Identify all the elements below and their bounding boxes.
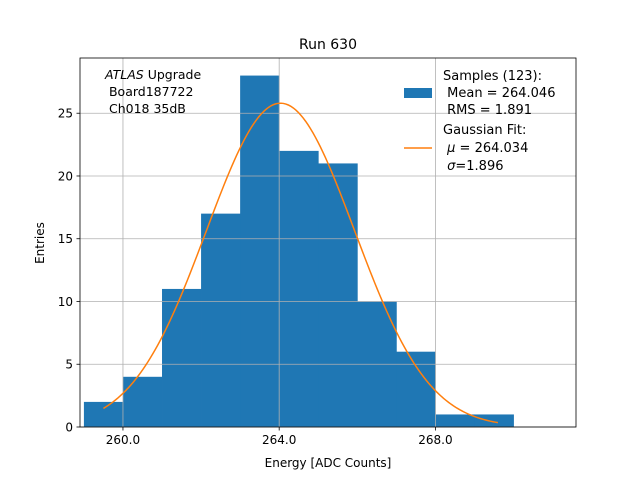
svg-text:ATLAS Upgrade: ATLAS Upgrade xyxy=(104,67,201,82)
x-axis-ticks: 260.0 264.0 268.0 xyxy=(106,427,453,447)
legend-hist-line2: Mean = 264.046 xyxy=(443,86,555,101)
histogram-bar-3 xyxy=(201,213,241,427)
legend-hist-patch xyxy=(404,88,432,98)
histogram-bar-5 xyxy=(279,150,319,427)
y-tick-label-2: 10 xyxy=(58,295,73,309)
y-tick-label-1: 5 xyxy=(65,358,73,372)
legend-fit-sigma: σ=1.896 xyxy=(443,159,504,174)
annotation-channel: Ch018 35dB xyxy=(105,101,186,116)
gaussian-fit-curve xyxy=(103,102,499,424)
histogram-bar-9 xyxy=(435,414,475,427)
x-tick-label-2: 268.0 xyxy=(418,433,452,447)
x-tick-label-1: 264.0 xyxy=(262,433,296,447)
histogram-bar-0 xyxy=(83,401,124,427)
chart-title: Run 630 xyxy=(299,37,357,53)
legend-mu-value: = 264.034 xyxy=(455,141,528,156)
legend: Samples (123): Mean = 264.046 RMS = 1.89… xyxy=(404,69,555,174)
legend-hist-line3: RMS = 1.891 xyxy=(443,103,532,118)
plot-frame xyxy=(79,57,577,428)
y-tick-label-0: 0 xyxy=(65,420,73,434)
histogram-bar-6 xyxy=(318,163,358,427)
annotation-board: Board187722 xyxy=(105,84,193,99)
legend-sigma-symbol: σ xyxy=(447,159,456,174)
y-tick-label-5: 25 xyxy=(58,107,73,121)
legend-fit-line1: Gaussian Fit: xyxy=(443,123,526,138)
legend-hist-line1: Samples (123): xyxy=(443,69,542,84)
histogram-bar-8 xyxy=(396,351,436,427)
histogram-bar-4 xyxy=(240,75,280,428)
x-tick-label-0: 260.0 xyxy=(106,433,140,447)
y-axis-ticks: 0 5 10 15 20 25 xyxy=(58,107,80,434)
histogram-bar-2 xyxy=(162,288,202,427)
histogram-bar-10 xyxy=(474,414,514,427)
y-tick-label-3: 15 xyxy=(58,232,73,246)
annotation-upgrade: Upgrade xyxy=(144,67,202,82)
y-tick-label-4: 20 xyxy=(58,169,73,183)
histogram-bar-1 xyxy=(122,376,163,427)
y-axis-label: Entries xyxy=(33,222,47,264)
annotation-atlas: ATLAS xyxy=(104,67,144,82)
legend-fit-mu: μ = 264.034 xyxy=(443,141,528,156)
atlas-annotation: ATLAS Upgrade Board187722 Ch018 35dB xyxy=(104,67,201,116)
legend-mu-symbol: μ xyxy=(446,141,455,156)
legend-sigma-value: =1.896 xyxy=(455,159,503,174)
x-axis-label: Energy [ADC Counts] xyxy=(265,456,392,470)
